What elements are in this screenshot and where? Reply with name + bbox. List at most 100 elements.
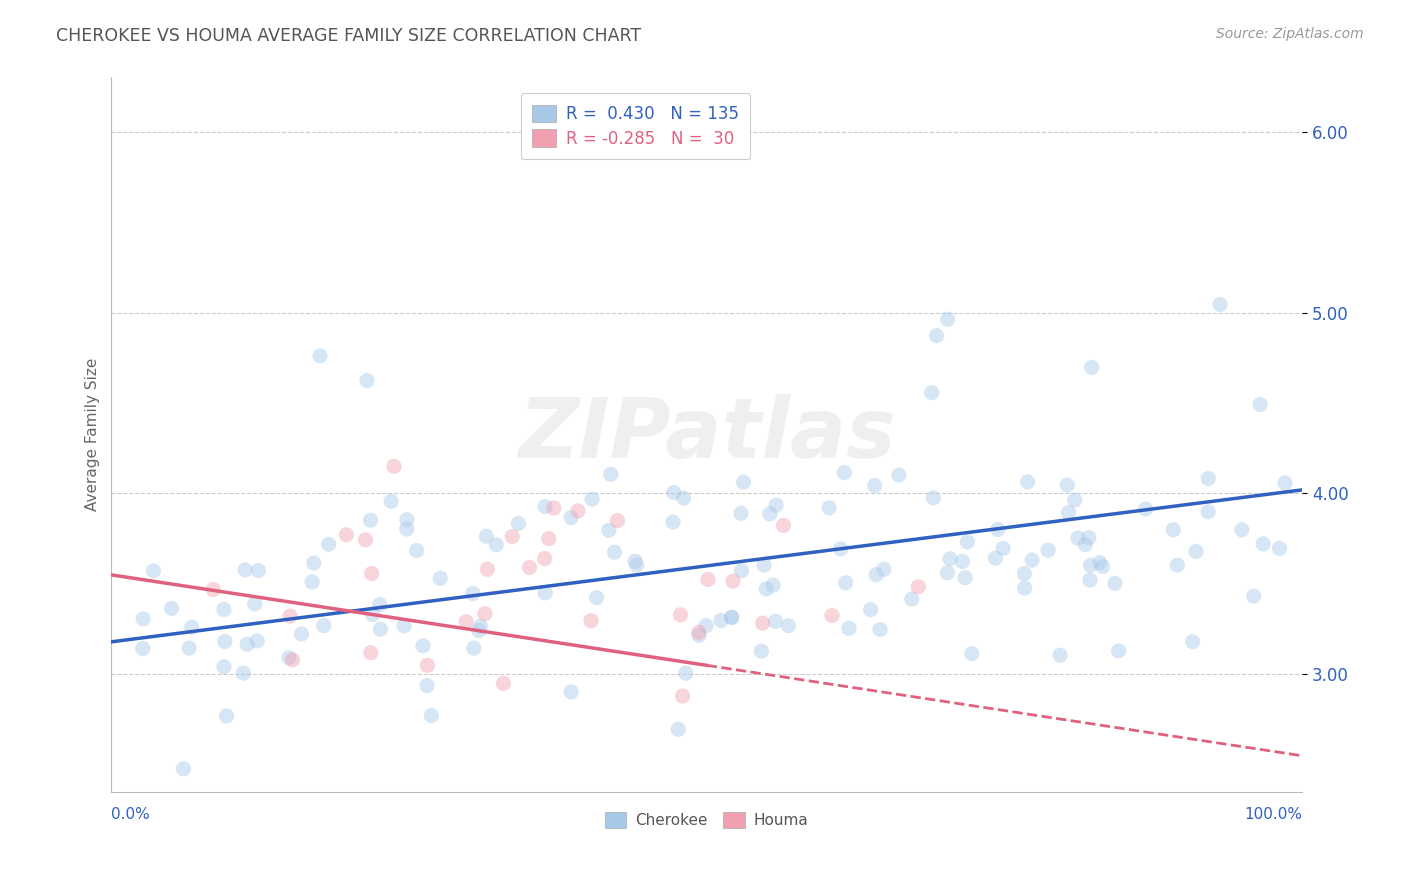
- Cherokee: [695, 618, 717, 632]
- Cherokee: [463, 641, 485, 656]
- Cherokee: [950, 554, 973, 568]
- Cherokee: [475, 529, 498, 543]
- Houma: [335, 527, 357, 541]
- Cherokee: [160, 601, 183, 615]
- Cherokee: [243, 597, 266, 611]
- Cherokee: [1135, 502, 1157, 516]
- Cherokee: [360, 513, 382, 527]
- Cherokee: [560, 685, 582, 699]
- Text: 100.0%: 100.0%: [1244, 807, 1302, 822]
- Cherokee: [991, 541, 1014, 556]
- Cherokee: [662, 515, 685, 529]
- Houma: [416, 658, 439, 673]
- Cherokee: [1249, 397, 1271, 411]
- Cherokee: [762, 578, 785, 592]
- Cherokee: [1104, 576, 1126, 591]
- Cherokee: [936, 312, 959, 326]
- Cherokee: [132, 641, 155, 656]
- Cherokee: [859, 603, 882, 617]
- Cherokee: [922, 491, 945, 505]
- Cherokee: [1063, 493, 1085, 508]
- Cherokee: [603, 545, 626, 559]
- Cherokee: [214, 634, 236, 648]
- Cherokee: [626, 558, 648, 572]
- Houma: [669, 607, 692, 622]
- Cherokee: [361, 607, 384, 622]
- Cherokee: [838, 621, 860, 635]
- Houma: [772, 518, 794, 533]
- Cherokee: [1268, 541, 1291, 556]
- Cherokee: [172, 762, 194, 776]
- Cherokee: [142, 564, 165, 578]
- Cherokee: [429, 571, 451, 585]
- Cherokee: [921, 385, 943, 400]
- Cherokee: [416, 679, 439, 693]
- Cherokee: [1161, 523, 1184, 537]
- Cherokee: [1108, 644, 1130, 658]
- Houma: [696, 573, 718, 587]
- Cherokee: [420, 708, 443, 723]
- Cherokee: [1243, 589, 1265, 603]
- Cherokee: [688, 628, 710, 642]
- Cherokee: [1088, 556, 1111, 570]
- Cherokee: [1080, 360, 1102, 375]
- Houma: [606, 514, 628, 528]
- Cherokee: [818, 500, 841, 515]
- Cherokee: [751, 644, 773, 658]
- Cherokee: [987, 523, 1010, 537]
- Cherokee: [765, 498, 787, 512]
- Cherokee: [1091, 559, 1114, 574]
- Houma: [533, 551, 555, 566]
- Cherokee: [1181, 634, 1204, 648]
- Cherokee: [755, 582, 778, 596]
- Cherokee: [233, 563, 256, 577]
- Cherokee: [925, 328, 948, 343]
- Cherokee: [834, 575, 856, 590]
- Text: CHEROKEE VS HOUMA AVERAGE FAMILY SIZE CORRELATION CHART: CHEROKEE VS HOUMA AVERAGE FAMILY SIZE CO…: [56, 27, 641, 45]
- Cherokee: [936, 566, 959, 580]
- Cherokee: [485, 538, 508, 552]
- Cherokee: [581, 492, 603, 507]
- Houma: [474, 607, 496, 621]
- Cherokee: [1067, 531, 1090, 545]
- Text: 0.0%: 0.0%: [111, 807, 150, 822]
- Cherokee: [278, 650, 301, 665]
- Houma: [671, 689, 693, 703]
- Cherokee: [508, 516, 530, 531]
- Houma: [278, 609, 301, 624]
- Cherokee: [1197, 471, 1219, 485]
- Y-axis label: Average Family Size: Average Family Size: [86, 358, 100, 511]
- Cherokee: [873, 562, 896, 576]
- Cherokee: [318, 537, 340, 551]
- Cherokee: [900, 592, 922, 607]
- Cherokee: [1017, 475, 1039, 489]
- Cherokee: [392, 619, 415, 633]
- Cherokee: [246, 633, 269, 648]
- Cherokee: [662, 485, 685, 500]
- Houma: [567, 504, 589, 518]
- Houma: [281, 653, 304, 667]
- Cherokee: [356, 374, 378, 388]
- Cherokee: [1014, 566, 1036, 581]
- Cherokee: [1057, 506, 1080, 520]
- Cherokee: [830, 541, 852, 556]
- Cherokee: [1074, 538, 1097, 552]
- Cherokee: [710, 614, 733, 628]
- Cherokee: [212, 659, 235, 673]
- Cherokee: [560, 510, 582, 524]
- Cherokee: [412, 639, 434, 653]
- Cherokee: [468, 624, 491, 638]
- Cherokee: [180, 620, 202, 634]
- Cherokee: [1230, 523, 1253, 537]
- Cherokee: [1077, 531, 1099, 545]
- Houma: [579, 614, 602, 628]
- Houma: [382, 459, 405, 474]
- Cherokee: [869, 623, 891, 637]
- Cherokee: [1185, 544, 1208, 558]
- Cherokee: [624, 554, 647, 568]
- Houma: [354, 533, 377, 547]
- Cherokee: [585, 591, 607, 605]
- Cherokee: [598, 524, 620, 538]
- Houma: [360, 646, 382, 660]
- Houma: [721, 574, 744, 588]
